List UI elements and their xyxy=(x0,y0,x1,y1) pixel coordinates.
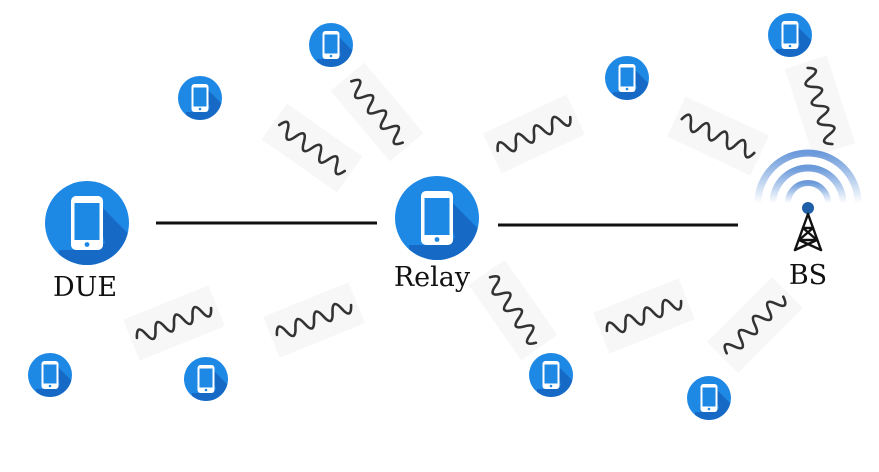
wavy-signal-icon xyxy=(260,102,364,194)
bs-label: BS xyxy=(789,260,827,291)
wavy-signal-icon xyxy=(783,54,857,158)
cell-tower-icon xyxy=(754,149,862,252)
wavy-signal-icon xyxy=(481,93,587,175)
wavy-signal-icon xyxy=(261,281,367,359)
wavy-signal-icon xyxy=(121,284,227,362)
smartphone-icon xyxy=(28,353,90,415)
smartphone-icon xyxy=(178,76,240,138)
smartphone-icon xyxy=(605,56,667,118)
due-label: DUE xyxy=(53,272,117,303)
wavy-signal-icon xyxy=(467,258,559,362)
relay-label: Relay xyxy=(394,262,471,293)
wavy-signal-icon xyxy=(665,95,771,177)
smartphone-icon xyxy=(529,353,591,415)
wavy-signal-icon xyxy=(705,275,805,375)
smartphone-icon xyxy=(687,376,749,438)
smartphone-icon xyxy=(184,357,246,419)
wavy-signal-icon xyxy=(591,277,697,355)
